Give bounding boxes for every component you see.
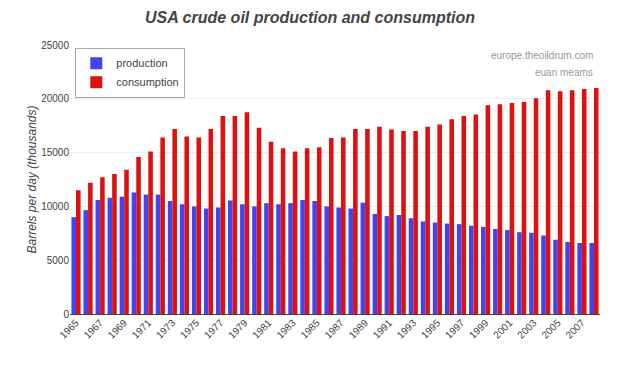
svg-text:1991: 1991 bbox=[371, 317, 395, 341]
svg-text:0: 0 bbox=[63, 309, 69, 320]
svg-text:1999: 1999 bbox=[467, 317, 491, 341]
svg-text:consumption: consumption bbox=[116, 76, 178, 88]
svg-text:2005: 2005 bbox=[539, 317, 563, 341]
svg-text:1997: 1997 bbox=[443, 317, 467, 341]
svg-text:1989: 1989 bbox=[347, 317, 371, 341]
svg-text:1969: 1969 bbox=[106, 317, 130, 341]
svg-text:production: production bbox=[116, 57, 167, 69]
svg-text:1973: 1973 bbox=[154, 317, 178, 341]
svg-text:10000: 10000 bbox=[41, 201, 69, 212]
svg-text:1987: 1987 bbox=[322, 317, 346, 341]
svg-text:5000: 5000 bbox=[47, 255, 70, 266]
svg-text:1985: 1985 bbox=[298, 317, 322, 341]
svg-text:1979: 1979 bbox=[226, 317, 250, 341]
svg-text:1965: 1965 bbox=[57, 317, 81, 341]
svg-text:1977: 1977 bbox=[202, 317, 226, 341]
svg-text:25000: 25000 bbox=[41, 40, 69, 51]
svg-text:1971: 1971 bbox=[130, 317, 154, 341]
svg-text:1993: 1993 bbox=[395, 317, 419, 341]
svg-text:euan meams: euan meams bbox=[535, 67, 593, 78]
svg-text:Barrels per day (thousands): Barrels per day (thousands) bbox=[25, 105, 39, 253]
svg-text:1975: 1975 bbox=[178, 317, 202, 341]
svg-text:2003: 2003 bbox=[515, 317, 539, 341]
svg-text:2001: 2001 bbox=[491, 317, 515, 341]
svg-text:USA crude oil production and c: USA crude oil production and consumption bbox=[145, 9, 475, 26]
svg-text:15000: 15000 bbox=[41, 147, 69, 158]
svg-text:1983: 1983 bbox=[274, 317, 298, 341]
svg-text:europe.theoildrum.com: europe.theoildrum.com bbox=[491, 50, 593, 61]
svg-text:20000: 20000 bbox=[41, 93, 69, 104]
svg-text:1995: 1995 bbox=[419, 317, 443, 341]
svg-text:1967: 1967 bbox=[82, 317, 106, 341]
svg-text:2007: 2007 bbox=[563, 317, 587, 341]
svg-text:1981: 1981 bbox=[250, 317, 274, 341]
